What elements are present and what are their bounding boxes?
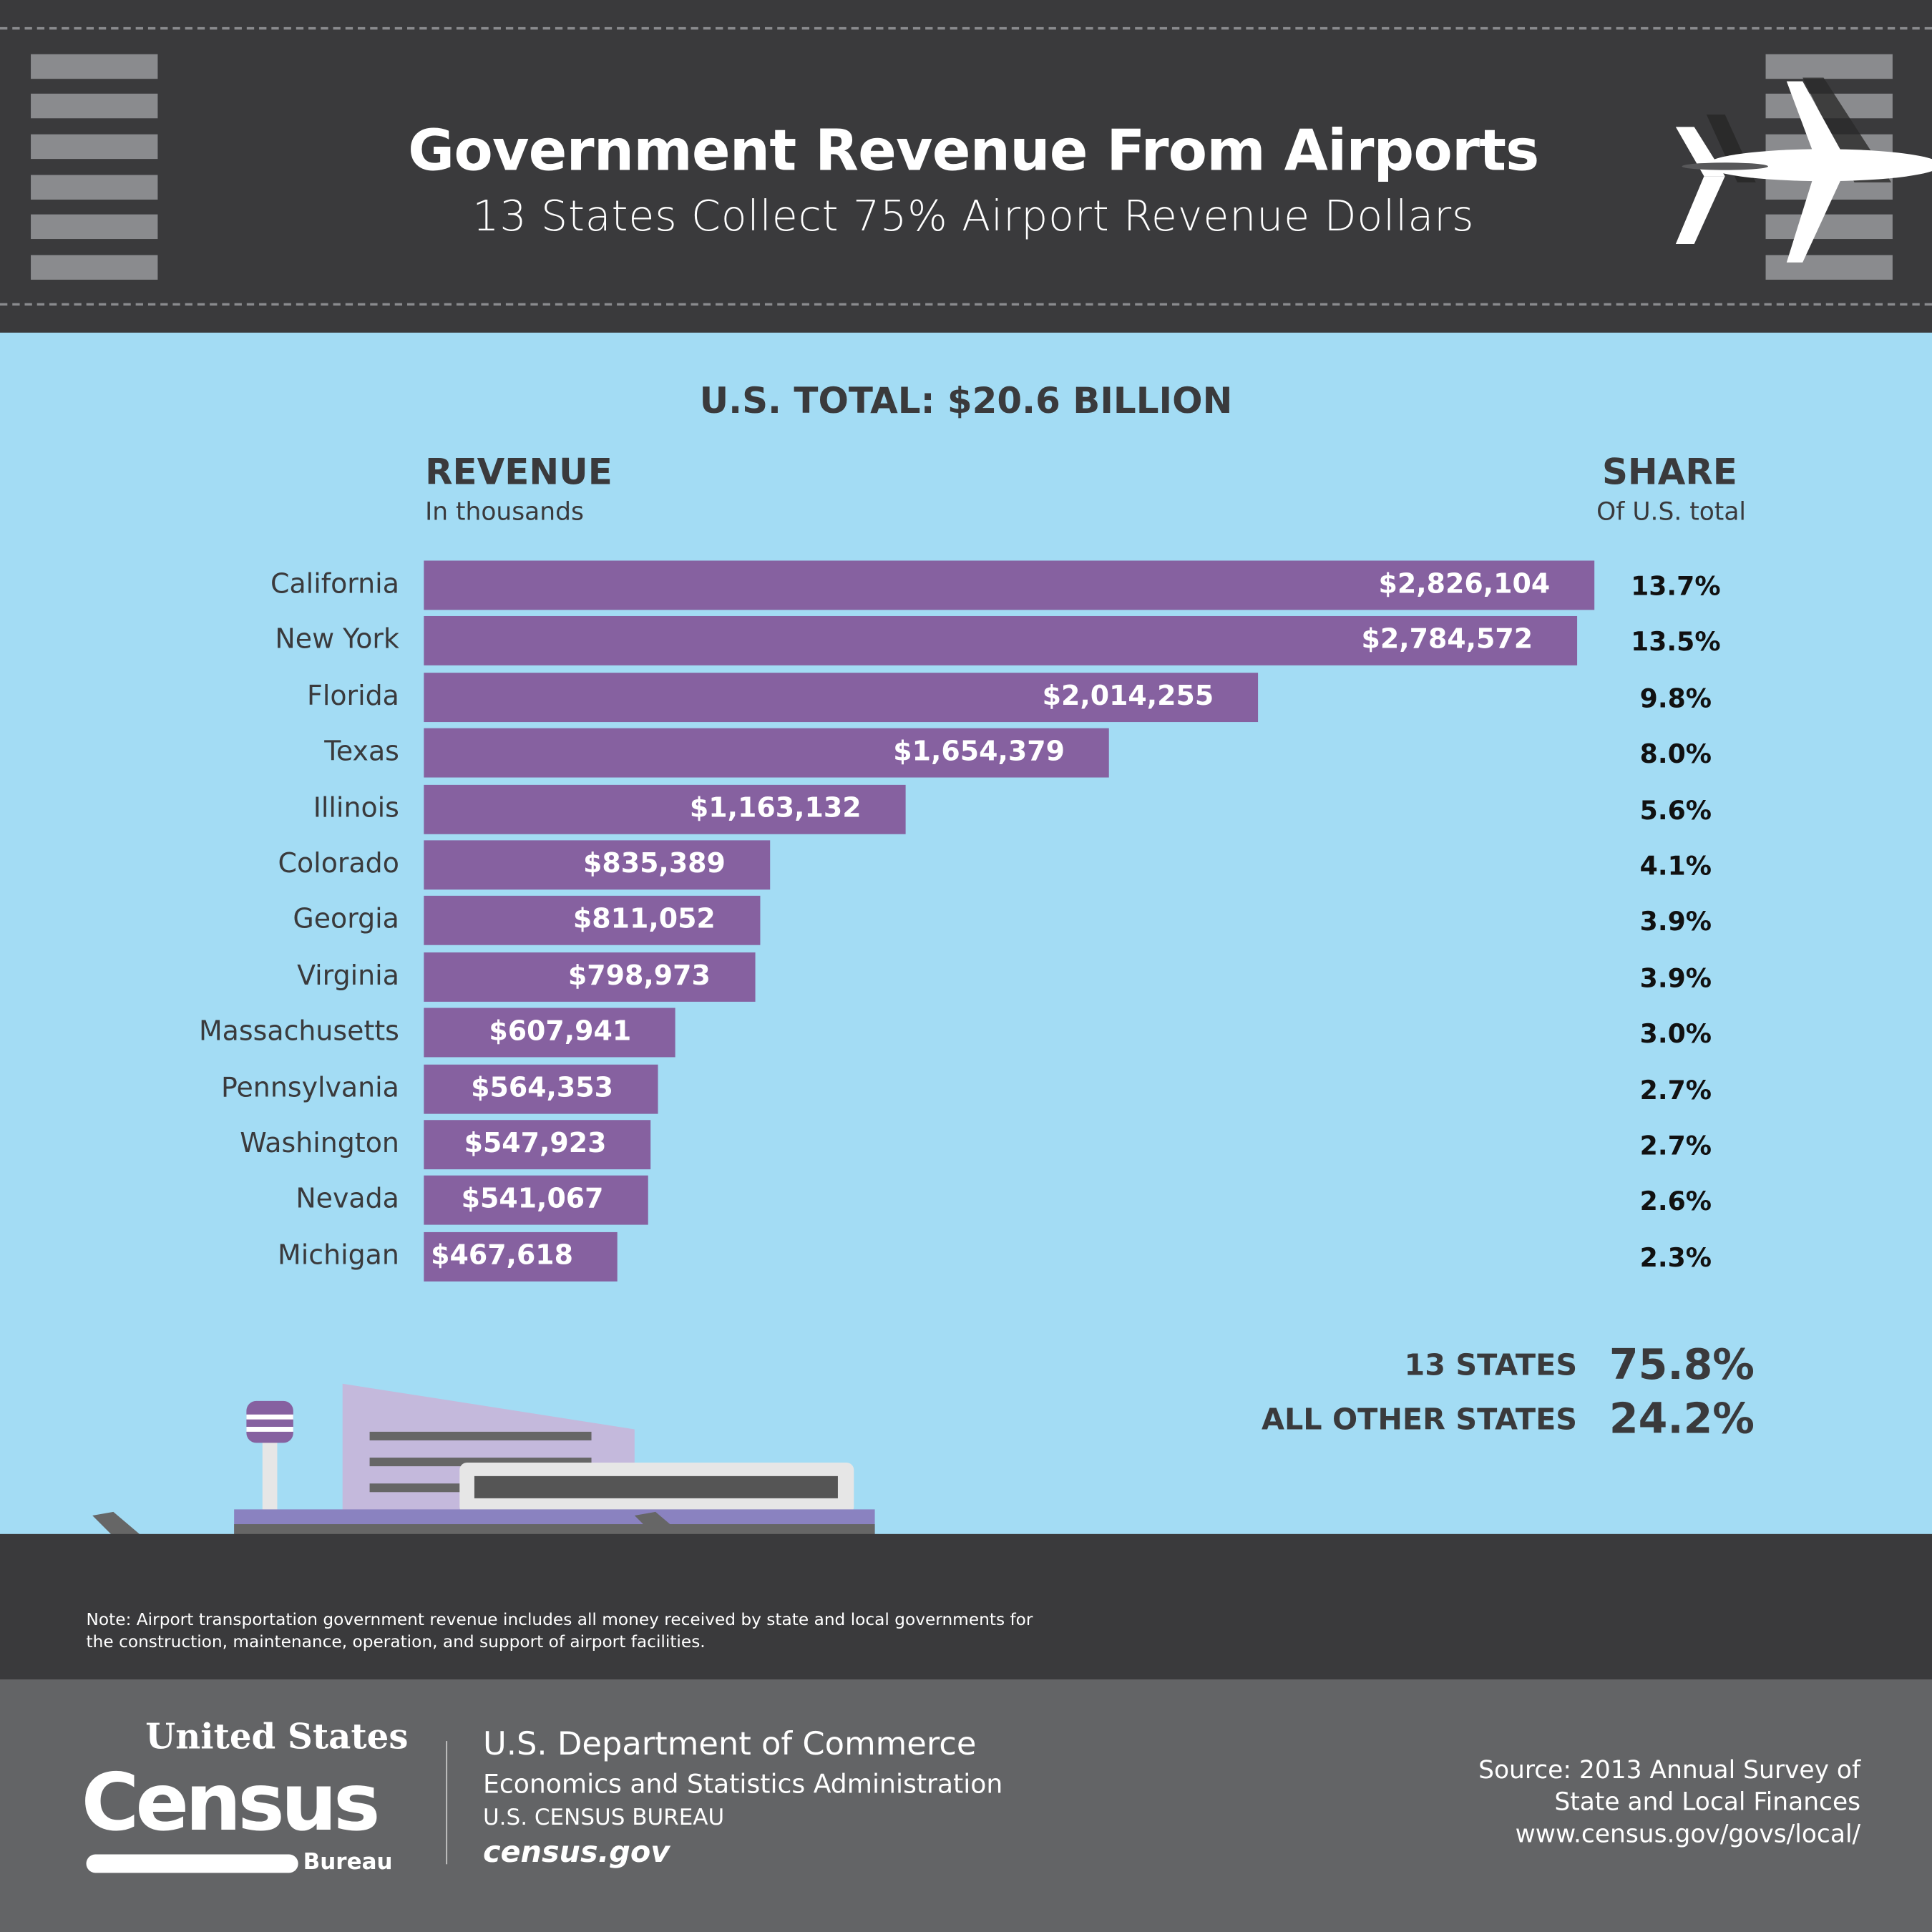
bar [424, 1008, 676, 1058]
share-label: 2.7% [1639, 1075, 1712, 1105]
bar [424, 896, 760, 946]
divider [446, 1741, 448, 1865]
census-logo-bureau: Bureau [303, 1849, 393, 1875]
chart-title: U.S. TOTAL: $20.6 BILLION [699, 379, 1233, 421]
footer [0, 1679, 1932, 1932]
bar [424, 728, 1109, 778]
page-title: Government Revenue From Airports [408, 117, 1539, 184]
bar [424, 1120, 651, 1170]
share-label: 13.7% [1631, 571, 1721, 602]
share-label: 9.8% [1639, 683, 1712, 713]
dept-name: U.S. Department of Commerce [483, 1726, 977, 1764]
source-line: Source: 2013 Annual Survey of [1478, 1755, 1861, 1785]
bar-value-label: $1,163,132 [689, 793, 862, 824]
bar [424, 952, 755, 1002]
state-label: Massachusetts [198, 1016, 399, 1048]
state-label: Michigan [278, 1240, 399, 1272]
share-label: 4.1% [1639, 851, 1712, 882]
runway-stripe [1765, 54, 1893, 79]
bar-value-label: $798,973 [567, 960, 711, 992]
share-label: 5.6% [1639, 795, 1712, 826]
census-logo-line1: United States [145, 1716, 409, 1757]
share-label: 2.3% [1639, 1243, 1712, 1273]
footnote: Note: Airport transportation government … [86, 1610, 1033, 1653]
share-label: 2.6% [1639, 1186, 1712, 1217]
page-subtitle: 13 States Collect 75% Airport Revenue Do… [472, 192, 1475, 242]
total-value: 24.2% [1609, 1395, 1755, 1445]
runway-stripe [1765, 214, 1893, 240]
share-header: SHARE [1601, 451, 1737, 493]
header: Government Revenue From Airports 13 Stat… [0, 0, 1932, 333]
state-label: Florida [307, 680, 399, 712]
share-label: 3.9% [1639, 963, 1712, 993]
bar-value-label: $564,353 [471, 1073, 614, 1104]
state-label: Washington [240, 1128, 399, 1160]
bar-value-label: $835,389 [582, 849, 726, 880]
share-label: 13.5% [1631, 628, 1721, 658]
bar [424, 560, 1595, 610]
dashed-line [0, 26, 1932, 30]
state-label: Pennsylvania [221, 1073, 399, 1104]
share-subheader: Of U.S. total [1596, 496, 1746, 527]
runway-stripe [31, 134, 158, 160]
runway-stripe [31, 255, 158, 280]
census-logo-bar [86, 1854, 298, 1873]
chart-area [0, 332, 1932, 1534]
state-label: California [270, 569, 399, 600]
total-label: 13 STATES [1404, 1347, 1578, 1383]
source-link[interactable]: www.census.gov/govs/local/ [1515, 1818, 1861, 1848]
airplane-icon [1675, 77, 1932, 263]
share-label: 2.7% [1639, 1131, 1712, 1161]
bar-value-label: $541,067 [461, 1184, 604, 1216]
bar-value-label: $547,923 [464, 1128, 607, 1160]
bar [424, 840, 770, 890]
bar [424, 616, 1578, 666]
bar [424, 1064, 658, 1113]
bar-value-label: $1,654,379 [893, 737, 1065, 769]
bar [424, 672, 1259, 722]
bar [424, 784, 906, 834]
runway-stripe [31, 54, 158, 79]
state-label: New York [275, 625, 399, 656]
state-label: Georgia [293, 904, 399, 936]
source-line: State and Local Finances [1554, 1786, 1861, 1817]
state-label: Virginia [297, 960, 399, 992]
state-label: Texas [324, 737, 399, 769]
total-label: ALL OTHER STATES [1261, 1402, 1578, 1437]
bar-value-label: $2,826,104 [1378, 569, 1551, 600]
share-label: 3.0% [1639, 1019, 1712, 1049]
bar [424, 1176, 648, 1226]
bar [424, 1231, 618, 1282]
revenue-subheader: In thousands [425, 496, 584, 527]
state-label: Illinois [313, 793, 399, 824]
state-label: Nevada [296, 1184, 399, 1216]
census-logo-wordmark: Census [81, 1758, 381, 1850]
admin-name: Economics and Statistics Administration [483, 1769, 1003, 1800]
bar-value-label: $2,014,255 [1042, 680, 1214, 712]
total-value: 75.8% [1609, 1340, 1755, 1390]
share-label: 3.9% [1639, 907, 1712, 937]
dashed-line [0, 303, 1932, 306]
bureau-name: U.S. CENSUS BUREAU [483, 1805, 725, 1831]
bar-value-label: $811,052 [572, 904, 716, 936]
note-band [0, 1533, 1932, 1680]
bar-value-label: $2,784,572 [1361, 625, 1533, 656]
revenue-header: REVENUE [425, 451, 613, 493]
bar-value-label: $467,618 [431, 1240, 574, 1272]
census-link[interactable]: census.gov [483, 1834, 670, 1870]
runway-stripe [1765, 255, 1893, 280]
runway-stripe [31, 93, 158, 119]
runway-stripe [31, 214, 158, 240]
state-label: Colorado [278, 849, 399, 880]
runway-stripe [31, 175, 158, 200]
bar-value-label: $607,941 [489, 1016, 632, 1048]
share-label: 8.0% [1639, 739, 1712, 769]
